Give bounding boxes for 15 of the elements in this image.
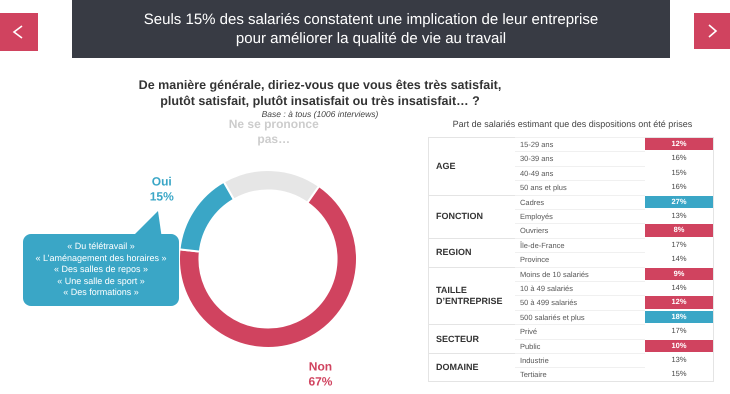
text: REGION bbox=[436, 247, 472, 258]
text: SECTEUR bbox=[436, 334, 480, 344]
text: FONCTION bbox=[436, 211, 483, 222]
text: Part de salariés estimant que des dispositions ont été prises bbox=[452, 119, 694, 129]
text: TAILLE D’ENTREPRISE bbox=[436, 284, 503, 306]
data-label: 67% bbox=[308, 374, 333, 388]
text: AGE bbox=[436, 160, 456, 171]
chart-title: De manière générale, diriez-vous que vous êtes très satisfait, plutôt satisfait, plutôt insatisfait ou très insatisfait… ? bbox=[138, 77, 502, 109]
slice-label: Non bbox=[308, 359, 332, 374]
text: « Du télétravail » « L’aménagement des horaires » « Des salles de repos » « Une salle de sport » « Des formations » bbox=[23, 234, 179, 306]
chart-subtitle: Base : à tous (1006 interviews) bbox=[260, 109, 380, 119]
text: Seuls 15% des salariés constatent une implication de leur entreprise pour améliorer la qualité de vie au travail bbox=[72, 0, 670, 58]
data-label: 15% bbox=[150, 189, 174, 204]
slice-label: Oui bbox=[152, 174, 172, 188]
text: DOMAINE bbox=[436, 362, 478, 372]
